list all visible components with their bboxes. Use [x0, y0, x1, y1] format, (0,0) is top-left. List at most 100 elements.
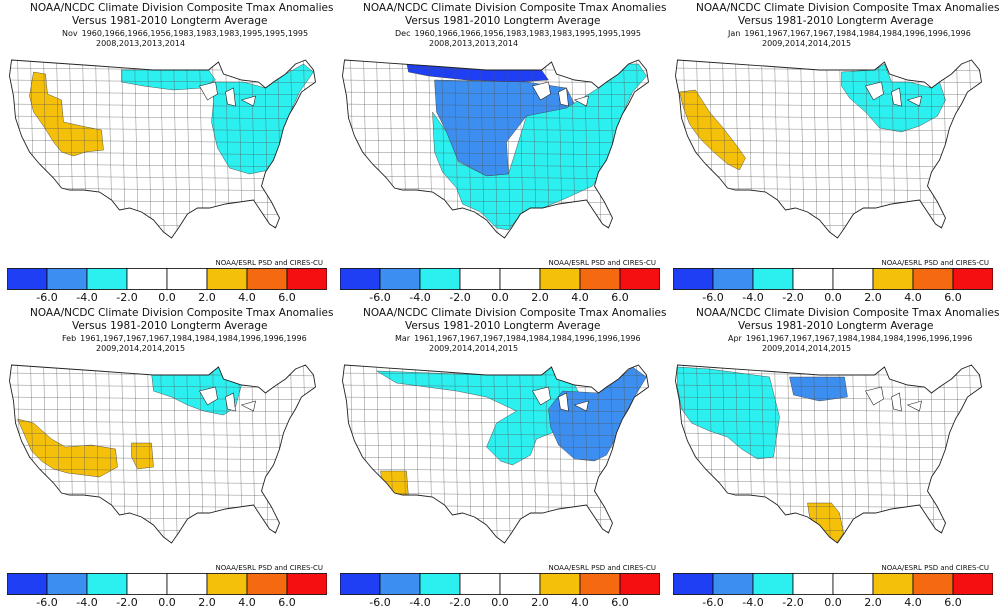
years-line-1: 1961,1967,1967,1967,1984,1984,1984,1996,… — [745, 334, 973, 343]
colorbar — [673, 268, 993, 290]
panel-subtitle: Versus 1981-2010 Longterm Average — [72, 15, 268, 27]
colorbar-tick-label: -6.0 — [369, 596, 391, 609]
credit-label: NOAA/ESRL PSD and CIRES-CU — [881, 564, 989, 572]
colorbar-swatch — [912, 268, 954, 290]
colorbar-swatch — [166, 573, 208, 595]
colorbar-tick-label: 0.0 — [491, 291, 509, 304]
colorbar-tick-label: 2.0 — [198, 291, 216, 304]
colorbar-swatch — [499, 573, 541, 595]
colorbar-swatch — [7, 573, 48, 595]
colorbar-tick-label: 4.0 — [904, 291, 922, 304]
credit-label: NOAA/ESRL PSD and CIRES-CU — [548, 259, 656, 267]
years-line-1: 1961,1967,1967,1967,1984,1984,1984,1996,… — [414, 334, 641, 343]
colorbar-tick-label: -2.0 — [116, 596, 138, 609]
map-panel-nov: NOAA/NCDC Climate Division Composite Tma… — [0, 0, 333, 304]
colorbar — [673, 573, 993, 595]
colorbar-tick-label: 0.0 — [824, 596, 842, 609]
colorbar-ticks: -6.0 -4.0 -2.0 0.0 2.0 4.0 6.0 — [673, 291, 993, 304]
panel-title: NOAA/NCDC Climate Division Composite Tma… — [696, 307, 999, 319]
colorbar-tick-label: -6.0 — [369, 291, 391, 304]
colorbar-swatch — [673, 268, 714, 290]
colorbar-tick-label: 2.0 — [531, 596, 549, 609]
country-outline — [675, 364, 982, 544]
colorbar-tick-label: -2.0 — [782, 291, 804, 304]
colorbar-tick-label: 2.0 — [864, 291, 882, 304]
panel-title: NOAA/NCDC Climate Division Composite Tma… — [363, 307, 666, 319]
panel-subtitle: Versus 1981-2010 Longterm Average — [405, 15, 601, 27]
colorbar — [340, 268, 660, 290]
colorbar-swatch — [579, 268, 621, 290]
years-line-2: 2009,2014,2014,2015 — [762, 344, 852, 353]
colorbar-swatch — [379, 573, 421, 595]
colorbar-tick-label: -4.0 — [742, 596, 764, 609]
great-lakes-outline — [532, 386, 589, 412]
colorbar-swatch — [579, 573, 621, 595]
colorbar-swatch — [952, 268, 993, 290]
colorbar-swatch — [46, 573, 88, 595]
years-line-1: 1961,1967,1967,1967,1984,1984,1984,1996,… — [80, 334, 307, 343]
month-label: Apr — [728, 334, 742, 343]
colorbar-tick-label: 4.0 — [571, 291, 589, 304]
us-map — [342, 59, 649, 239]
colorbar-swatch — [206, 268, 248, 290]
colorbar-swatch — [246, 268, 288, 290]
years-line-1: 1961,1967,1967,1967,1984,1984,1984,1996,… — [744, 29, 971, 38]
great-lakes-outline — [865, 386, 922, 412]
panel-title: NOAA/NCDC Climate Division Composite Tma… — [30, 307, 333, 319]
colorbar-swatch — [206, 573, 248, 595]
colorbar-tick-label: 4.0 — [904, 596, 922, 609]
colorbar-swatch — [952, 573, 993, 595]
colorbar — [7, 573, 327, 595]
panel-title: NOAA/NCDC Climate Division Composite Tma… — [363, 2, 666, 14]
colorbar-tick-label: -2.0 — [449, 596, 471, 609]
composite-years: Apr 1961,1967,1967,1967,1984,1984,1984,19… — [728, 334, 988, 354]
composite-years: Jan 1961,1967,1967,1967,1984,1984,1984,19… — [728, 29, 988, 49]
colorbar — [340, 573, 660, 595]
month-label: Nov — [62, 29, 78, 38]
colorbar-tick-label: 2.0 — [198, 596, 216, 609]
colorbar-tick-label: -2.0 — [782, 596, 804, 609]
month-label: Jan — [728, 29, 741, 38]
colorbar-tick-label: -6.0 — [702, 291, 724, 304]
panel-subtitle: Versus 1981-2010 Longterm Average — [72, 320, 268, 332]
panel-subtitle: Versus 1981-2010 Longterm Average — [738, 15, 934, 27]
great-lakes-outline — [865, 81, 922, 107]
colorbar-tick-label: -2.0 — [116, 291, 138, 304]
colorbar-ticks: -6.0 -4.0 -2.0 0.0 2.0 4.0 6.0 — [673, 596, 993, 609]
composite-years: Mar 1961,1967,1967,1967,1984,1984,1984,19… — [395, 334, 655, 354]
colorbar-swatch — [499, 268, 541, 290]
colorbar-swatch — [792, 573, 834, 595]
colorbar-tick-label: 0.0 — [491, 596, 509, 609]
map-panel-dec: NOAA/NCDC Climate Division Composite Tma… — [333, 0, 666, 304]
month-label: Feb — [62, 334, 77, 343]
colorbar-swatch — [539, 573, 581, 595]
colorbar-swatch — [712, 573, 754, 595]
panel-title: NOAA/NCDC Climate Division Composite Tma… — [30, 2, 333, 14]
colorbar-swatch — [46, 268, 88, 290]
colorbar-tick-label: 0.0 — [158, 291, 176, 304]
colorbar-swatch — [459, 268, 501, 290]
credit-label: NOAA/ESRL PSD and CIRES-CU — [215, 259, 323, 267]
colorbar-tick-label: 6.0 — [278, 291, 296, 304]
anomaly-region-west-coastal — [29, 71, 104, 157]
colorbar-swatch — [832, 268, 874, 290]
map-panel-apr: NOAA/NCDC Climate Division Composite Tma… — [666, 305, 999, 609]
colorbar-swatch — [286, 573, 327, 595]
colorbar-tick-label: -6.0 — [36, 291, 58, 304]
country-outline — [342, 364, 649, 544]
map-panel-jan: NOAA/NCDC Climate Division Composite Tma… — [666, 0, 999, 304]
colorbar-swatch — [539, 268, 581, 290]
colorbar-swatch — [86, 573, 128, 595]
month-label: Mar — [395, 334, 411, 343]
years-line-2: 2008,2013,2013,2014 — [96, 39, 186, 48]
colorbar-tick-label: 6.0 — [611, 596, 629, 609]
anomaly-region-colorado — [131, 442, 154, 470]
colorbar-swatch — [126, 573, 168, 595]
country-outline — [342, 59, 649, 239]
country-outline — [9, 364, 316, 544]
country-outline — [9, 59, 316, 239]
colorbar-swatch — [419, 573, 461, 595]
colorbar-tick-label: -4.0 — [742, 291, 764, 304]
us-map — [9, 59, 316, 239]
colorbar-ticks: -6.0 -4.0 -2.0 0.0 2.0 4.0 6.0 — [7, 596, 327, 609]
